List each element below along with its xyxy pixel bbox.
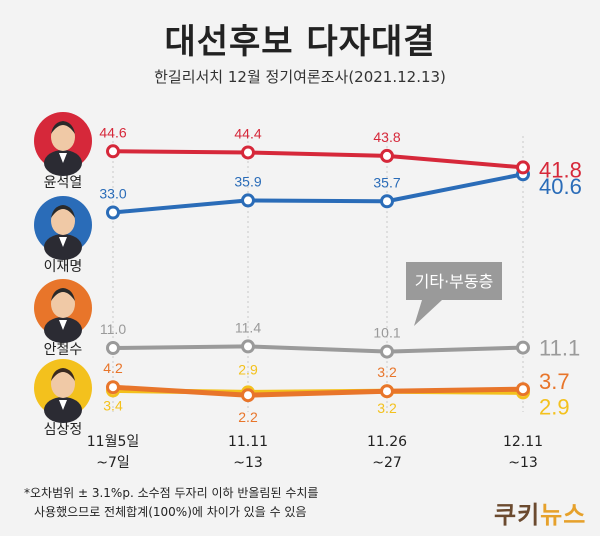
- series-line-2: [111, 344, 525, 354]
- avatar-shirt: [59, 400, 67, 410]
- x-tick-label: 11월5일: [87, 434, 139, 450]
- line-chart: 3.4 2.9 3.2 2.9 4.2 2.2 3.2 3.7 11.0 11.4 10.1 11.1…: [34, 112, 582, 471]
- data-label: 35.9: [234, 173, 261, 189]
- x-tick-label: 11.26: [367, 434, 407, 450]
- candidate-avatar: [34, 196, 92, 260]
- data-point: [106, 341, 120, 355]
- data-label: 44.4: [234, 125, 261, 141]
- data-label: 43.8: [373, 129, 400, 145]
- series-end-label: 3.7: [539, 369, 570, 394]
- data-point: [380, 384, 394, 399]
- brand-logo-part-2: 뉴스: [540, 501, 587, 529]
- data-label: 11.0: [100, 321, 126, 337]
- x-tick-label: ~27: [372, 455, 402, 471]
- series-line-0: [111, 149, 525, 170]
- series-line-3: [110, 384, 526, 398]
- data-point: [516, 340, 530, 355]
- candidate-avatar: [34, 279, 92, 343]
- series-end-label: 11.1: [539, 336, 580, 361]
- avatar-face: [51, 290, 75, 318]
- data-label: 2.2: [238, 409, 258, 425]
- candidate-avatar: [34, 112, 92, 176]
- avatar-shirt: [59, 153, 67, 163]
- data-label: 11.4: [235, 319, 261, 335]
- x-tick-label: 12.11: [503, 434, 543, 450]
- x-tick-label: 11.11: [228, 434, 268, 450]
- data-point: [106, 380, 120, 395]
- brand-logo-part-1: 쿠키: [494, 501, 541, 529]
- chart-title: 대선후보 다자대결: [164, 22, 436, 62]
- data-point: [241, 193, 255, 208]
- avatar-hair: [51, 368, 75, 381]
- brand-logo: 쿠키뉴스: [494, 495, 586, 530]
- series-end-label: 40.6: [539, 174, 582, 199]
- callout-box: [406, 262, 502, 326]
- avatar-shirt: [59, 320, 67, 330]
- data-label: 3.2: [377, 400, 397, 416]
- candidate-name: 심상정: [44, 422, 83, 438]
- avatar-hair: [51, 288, 75, 301]
- x-tick-label: ~7일: [96, 455, 130, 471]
- data-label: 44.6: [99, 124, 126, 140]
- footnote: *오차범위 ± 3.1%p. 소수점 두자리 이하 반올림된 수치를 사용했으므…: [24, 484, 318, 522]
- candidate-name: 윤석열: [44, 175, 83, 191]
- data-label: 3.2: [377, 364, 397, 380]
- chart-subtitle: 한길리서치 12월 정기여론조사(2021.12.13): [154, 68, 446, 86]
- series-end-label: 2.9: [539, 394, 570, 419]
- footnote-line-1: *오차범위 ± 3.1%p. 소수점 두자리 이하 반올림된 수치를: [24, 486, 319, 500]
- avatar-shirt: [59, 237, 67, 247]
- data-point: [380, 148, 394, 163]
- series-line-1: [111, 172, 525, 215]
- data-label: 4.2: [103, 360, 123, 376]
- footnote-line-2: 사용했으므로 전체합계(100%)에 차이가 있을 수 있음: [34, 505, 307, 519]
- avatar-face: [51, 370, 75, 398]
- avatar-hair: [51, 205, 75, 218]
- data-point: [516, 160, 530, 175]
- candidate-name: 안철수: [44, 342, 83, 358]
- data-point: [380, 344, 394, 359]
- candidate-name: 이재명: [44, 259, 83, 275]
- data-label: 2.9: [238, 361, 258, 377]
- data-label: 10.1: [373, 325, 400, 341]
- data-point: [106, 144, 120, 159]
- candidate-avatar: [34, 359, 92, 423]
- series-end-label: 41.8: [539, 157, 582, 182]
- x-tick-label: ~13: [508, 455, 538, 471]
- data-point: [380, 194, 394, 209]
- data-label: 35.7: [373, 174, 400, 190]
- data-label: 3.4: [103, 397, 123, 413]
- data-point: [241, 388, 255, 403]
- data-point: [516, 382, 530, 397]
- avatar-face: [51, 207, 75, 235]
- data-point: [106, 205, 120, 220]
- callout-label: 기타·부동층: [415, 272, 494, 291]
- data-point: [241, 339, 255, 354]
- data-label: 33.0: [99, 186, 126, 202]
- avatar-hair: [51, 121, 75, 134]
- data-point: [241, 145, 255, 160]
- x-tick-label: ~13: [233, 455, 263, 471]
- avatar-face: [51, 123, 75, 151]
